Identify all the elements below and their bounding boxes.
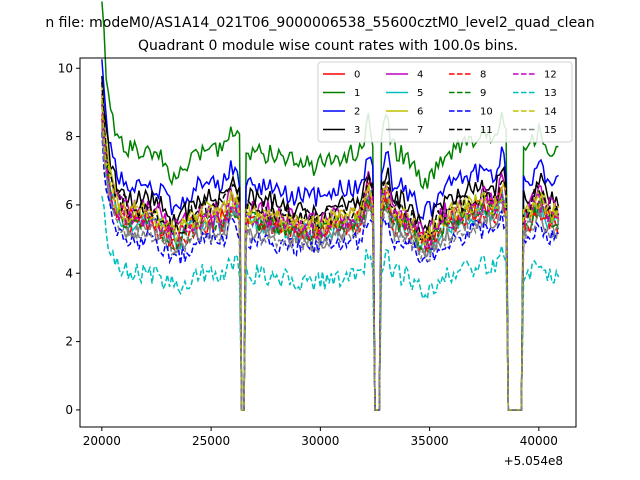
x-offset-label: +5.054e8 [504,454,563,468]
legend-label-12: 12 [544,70,557,81]
plot-lines [101,1,560,411]
legend-label-7: 7 [417,125,423,136]
y-tick-label: 8 [65,130,73,144]
legend-label-13: 13 [544,88,557,99]
y-tick-label: 10 [58,61,73,75]
series-line-12 [101,104,559,411]
legend-label-9: 9 [480,88,486,99]
legend-label-4: 4 [417,70,423,81]
series-line-14 [101,98,560,411]
legend-label-14: 14 [544,107,557,118]
legend-label-11: 11 [480,125,493,136]
series-line-10 [101,132,559,411]
figure-suptitle: n file: modeM0/AS1A14_021T06_9000006538_… [45,15,594,31]
legend-label-6: 6 [417,107,423,118]
series-line-9 [101,100,560,411]
legend-label-8: 8 [480,70,486,81]
y-axis: 0 2 4 6 8 10 [58,61,80,417]
series-line-15 [101,123,559,411]
legend-label-0: 0 [354,70,360,81]
y-tick-label: 6 [65,198,73,212]
x-tick-label: 35000 [411,434,449,448]
plot-frame [79,57,577,428]
x-axis: 20000 25000 30000 35000 40000 [83,427,558,448]
series-line-3 [101,76,560,411]
x-tick-label: 40000 [520,434,558,448]
y-tick-label: 0 [65,403,73,417]
legend-label-5: 5 [417,88,423,99]
x-tick-label: 30000 [301,434,339,448]
series-line-11 [101,81,560,411]
series-line-2 [101,59,559,411]
chart-title: Quadrant 0 module wise count rates with … [138,38,518,54]
legend-label-2: 2 [354,107,360,118]
x-tick-label: 25000 [192,434,230,448]
legend-label-15: 15 [544,125,557,136]
legend-label-10: 10 [480,107,493,118]
legend-label-1: 1 [354,88,360,99]
y-tick-label: 4 [65,266,73,280]
legend-box [317,61,573,143]
x-tick-label: 20000 [83,434,121,448]
legend-label-3: 3 [354,125,360,136]
y-tick-label: 2 [65,335,73,349]
